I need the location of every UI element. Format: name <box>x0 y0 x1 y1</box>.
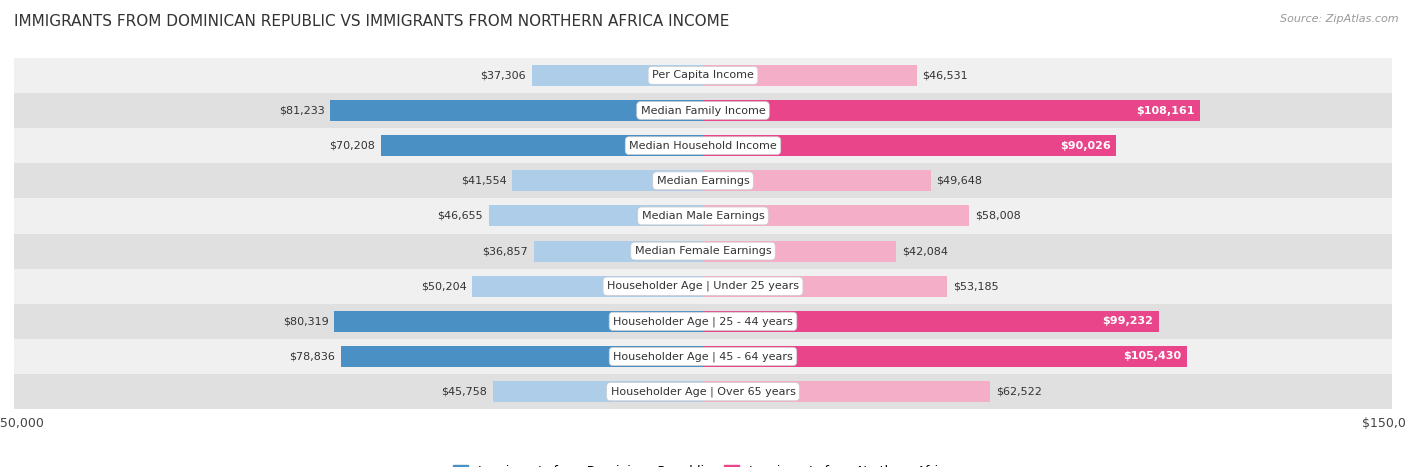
Bar <box>472 276 703 297</box>
Bar <box>531 65 703 86</box>
Bar <box>14 374 1392 409</box>
Text: Per Capita Income: Per Capita Income <box>652 71 754 80</box>
Bar <box>703 135 1116 156</box>
Bar <box>330 100 703 121</box>
Bar <box>14 58 1392 93</box>
Text: $90,026: $90,026 <box>1060 141 1111 151</box>
Bar <box>14 304 1392 339</box>
Text: $53,185: $53,185 <box>953 281 998 291</box>
Text: Median Male Earnings: Median Male Earnings <box>641 211 765 221</box>
Bar <box>489 205 703 226</box>
Bar <box>335 311 703 332</box>
Bar <box>512 170 703 191</box>
Text: $70,208: $70,208 <box>329 141 375 151</box>
Bar <box>703 381 990 402</box>
Bar <box>703 100 1199 121</box>
Text: $58,008: $58,008 <box>974 211 1021 221</box>
Text: Householder Age | Under 25 years: Householder Age | Under 25 years <box>607 281 799 291</box>
Text: $78,836: $78,836 <box>290 352 336 361</box>
Text: Householder Age | Over 65 years: Householder Age | Over 65 years <box>610 386 796 397</box>
Bar <box>703 276 948 297</box>
Text: $80,319: $80,319 <box>283 316 329 326</box>
Text: Median Female Earnings: Median Female Earnings <box>634 246 772 256</box>
Bar <box>14 339 1392 374</box>
Bar <box>534 241 703 262</box>
Bar <box>14 93 1392 128</box>
Legend: Immigrants from Dominican Republic, Immigrants from Northern Africa: Immigrants from Dominican Republic, Immi… <box>449 460 957 467</box>
Bar <box>703 346 1187 367</box>
Bar <box>703 311 1159 332</box>
Text: IMMIGRANTS FROM DOMINICAN REPUBLIC VS IMMIGRANTS FROM NORTHERN AFRICA INCOME: IMMIGRANTS FROM DOMINICAN REPUBLIC VS IM… <box>14 14 730 29</box>
Bar <box>703 241 896 262</box>
Text: Householder Age | 25 - 44 years: Householder Age | 25 - 44 years <box>613 316 793 326</box>
Text: Median Earnings: Median Earnings <box>657 176 749 186</box>
Bar <box>14 128 1392 163</box>
Text: $108,161: $108,161 <box>1136 106 1194 115</box>
Text: $37,306: $37,306 <box>481 71 526 80</box>
Text: $45,758: $45,758 <box>441 387 488 396</box>
Text: $62,522: $62,522 <box>995 387 1042 396</box>
Text: $50,204: $50,204 <box>422 281 467 291</box>
Text: $105,430: $105,430 <box>1123 352 1181 361</box>
Bar <box>14 234 1392 269</box>
Text: $46,531: $46,531 <box>922 71 967 80</box>
Bar <box>381 135 703 156</box>
Bar <box>14 198 1392 234</box>
Bar <box>703 65 917 86</box>
Text: $46,655: $46,655 <box>437 211 484 221</box>
Bar <box>14 163 1392 198</box>
Bar <box>14 269 1392 304</box>
Bar <box>703 205 969 226</box>
Text: Source: ZipAtlas.com: Source: ZipAtlas.com <box>1281 14 1399 24</box>
Bar <box>494 381 703 402</box>
Text: Median Household Income: Median Household Income <box>628 141 778 151</box>
Text: $99,232: $99,232 <box>1102 316 1153 326</box>
Bar <box>703 170 931 191</box>
Text: Median Family Income: Median Family Income <box>641 106 765 115</box>
Text: $81,233: $81,233 <box>278 106 325 115</box>
Text: $42,084: $42,084 <box>901 246 948 256</box>
Text: $36,857: $36,857 <box>482 246 529 256</box>
Text: $41,554: $41,554 <box>461 176 506 186</box>
Text: Householder Age | 45 - 64 years: Householder Age | 45 - 64 years <box>613 351 793 362</box>
Bar <box>340 346 703 367</box>
Text: $49,648: $49,648 <box>936 176 983 186</box>
